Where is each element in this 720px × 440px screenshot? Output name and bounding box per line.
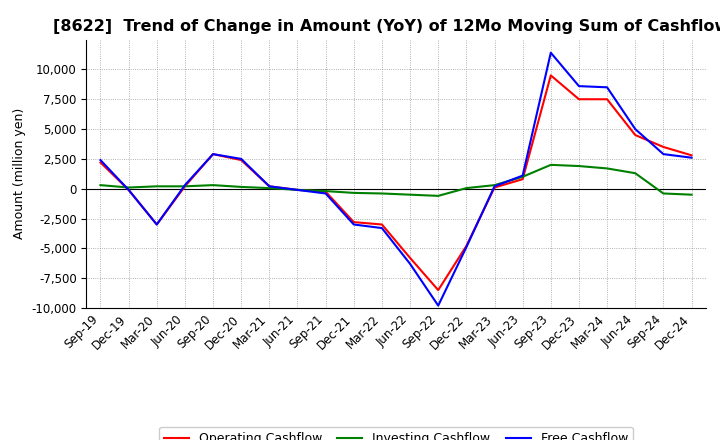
- Operating Cashflow: [349, 220, 358, 225]
- Free Cashflow: [687, 155, 696, 160]
- Free Cashflow: [96, 158, 105, 163]
- Free Cashflow: [349, 222, 358, 227]
- Investing Cashflow: [462, 186, 471, 191]
- Investing Cashflow: [265, 186, 274, 191]
- Free Cashflow: [575, 84, 583, 89]
- Operating Cashflow: [96, 160, 105, 165]
- Investing Cashflow: [96, 183, 105, 188]
- Operating Cashflow: [462, 243, 471, 249]
- Operating Cashflow: [631, 132, 639, 138]
- Operating Cashflow: [125, 187, 133, 193]
- Investing Cashflow: [321, 188, 330, 194]
- Operating Cashflow: [265, 183, 274, 189]
- Free Cashflow: [181, 183, 189, 188]
- Operating Cashflow: [209, 151, 217, 157]
- Operating Cashflow: [237, 158, 246, 163]
- Operating Cashflow: [603, 97, 611, 102]
- Operating Cashflow: [153, 222, 161, 227]
- Investing Cashflow: [349, 190, 358, 195]
- Free Cashflow: [125, 187, 133, 193]
- Free Cashflow: [406, 261, 415, 267]
- Line: Operating Cashflow: Operating Cashflow: [101, 75, 691, 290]
- Title: [8622]  Trend of Change in Amount (YoY) of 12Mo Moving Sum of Cashflows: [8622] Trend of Change in Amount (YoY) o…: [53, 19, 720, 34]
- Operating Cashflow: [546, 73, 555, 78]
- Investing Cashflow: [434, 193, 443, 198]
- Investing Cashflow: [125, 185, 133, 190]
- Operating Cashflow: [406, 255, 415, 260]
- Investing Cashflow: [237, 184, 246, 190]
- Free Cashflow: [490, 183, 499, 189]
- Operating Cashflow: [687, 153, 696, 158]
- Investing Cashflow: [518, 174, 527, 180]
- Operating Cashflow: [518, 176, 527, 182]
- Free Cashflow: [659, 151, 667, 157]
- Free Cashflow: [518, 173, 527, 178]
- Free Cashflow: [377, 225, 386, 231]
- Y-axis label: Amount (million yen): Amount (million yen): [13, 108, 26, 239]
- Investing Cashflow: [153, 183, 161, 189]
- Operating Cashflow: [434, 287, 443, 293]
- Investing Cashflow: [490, 183, 499, 188]
- Operating Cashflow: [321, 189, 330, 194]
- Line: Investing Cashflow: Investing Cashflow: [101, 165, 691, 196]
- Operating Cashflow: [575, 97, 583, 102]
- Free Cashflow: [434, 303, 443, 308]
- Investing Cashflow: [603, 166, 611, 171]
- Investing Cashflow: [293, 187, 302, 193]
- Operating Cashflow: [490, 185, 499, 190]
- Investing Cashflow: [377, 191, 386, 196]
- Investing Cashflow: [546, 162, 555, 168]
- Free Cashflow: [237, 156, 246, 161]
- Free Cashflow: [293, 187, 302, 193]
- Free Cashflow: [631, 126, 639, 132]
- Free Cashflow: [209, 151, 217, 157]
- Free Cashflow: [546, 50, 555, 55]
- Investing Cashflow: [209, 183, 217, 188]
- Investing Cashflow: [631, 171, 639, 176]
- Investing Cashflow: [406, 192, 415, 197]
- Operating Cashflow: [181, 183, 189, 189]
- Operating Cashflow: [377, 222, 386, 227]
- Operating Cashflow: [293, 187, 302, 193]
- Legend: Operating Cashflow, Investing Cashflow, Free Cashflow: Operating Cashflow, Investing Cashflow, …: [159, 427, 633, 440]
- Investing Cashflow: [575, 163, 583, 169]
- Free Cashflow: [153, 222, 161, 227]
- Free Cashflow: [603, 84, 611, 90]
- Free Cashflow: [321, 191, 330, 196]
- Investing Cashflow: [181, 183, 189, 189]
- Investing Cashflow: [687, 192, 696, 197]
- Investing Cashflow: [659, 191, 667, 196]
- Operating Cashflow: [659, 144, 667, 150]
- Free Cashflow: [462, 245, 471, 250]
- Line: Free Cashflow: Free Cashflow: [101, 53, 691, 306]
- Free Cashflow: [265, 183, 274, 189]
